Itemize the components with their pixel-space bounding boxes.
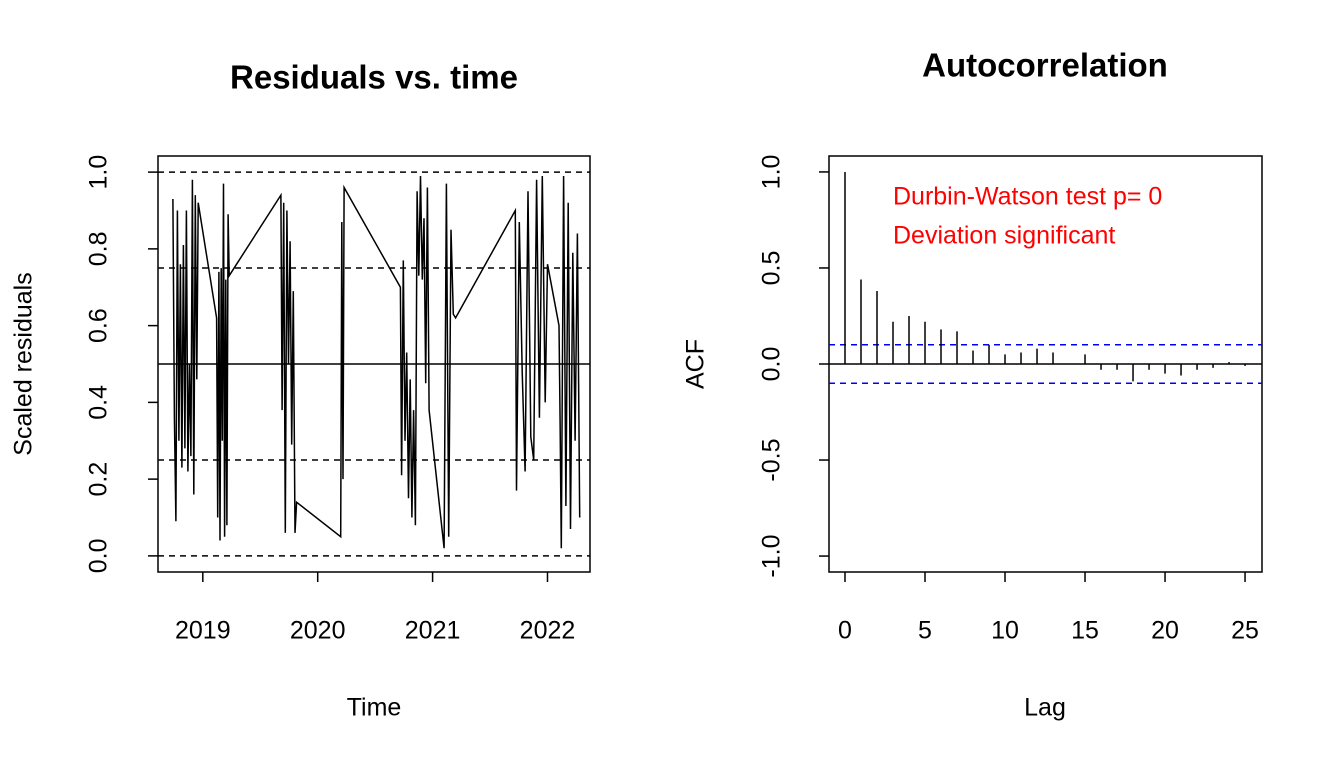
x-tick-label: 2020 <box>290 617 346 645</box>
x-tick-label: 25 <box>1231 617 1259 645</box>
x-tick-label: 10 <box>991 617 1019 645</box>
y-tick-label: 0.6 <box>85 308 113 343</box>
y-tick-label: 0.0 <box>758 347 786 382</box>
x-tick-label: 2022 <box>520 617 576 645</box>
y-axis-label: Scaled residuals <box>10 272 38 455</box>
y-tick-label: -0.5 <box>758 438 786 481</box>
y-axis-label: ACF <box>682 339 710 389</box>
x-tick-label: 0 <box>838 617 852 645</box>
x-tick-label: 5 <box>918 617 932 645</box>
y-tick-label: 0.4 <box>85 385 113 420</box>
y-tick-label: 1.0 <box>85 155 113 190</box>
y-tick-label: 0.5 <box>758 251 786 286</box>
y-tick-label: 0.8 <box>85 231 113 266</box>
x-axis-label: Time <box>347 694 402 722</box>
y-tick-label: 0.0 <box>85 538 113 573</box>
x-tick-label: 20 <box>1151 617 1179 645</box>
residual-line <box>172 175 581 549</box>
chart-title: Autocorrelation <box>922 47 1168 84</box>
y-tick-label: -1.0 <box>758 535 786 578</box>
annotation: Durbin-Watson test p= 0 <box>893 183 1162 211</box>
chart-title: Residuals vs. time <box>230 59 518 96</box>
annotation: Deviation significant <box>893 222 1115 250</box>
x-tick-label: 2019 <box>175 617 231 645</box>
y-tick-label: 1.0 <box>758 155 786 190</box>
x-tick-label: 15 <box>1071 617 1099 645</box>
y-tick-label: 0.2 <box>85 462 113 497</box>
x-tick-label: 2021 <box>405 617 461 645</box>
x-axis-label: Lag <box>1024 694 1066 722</box>
